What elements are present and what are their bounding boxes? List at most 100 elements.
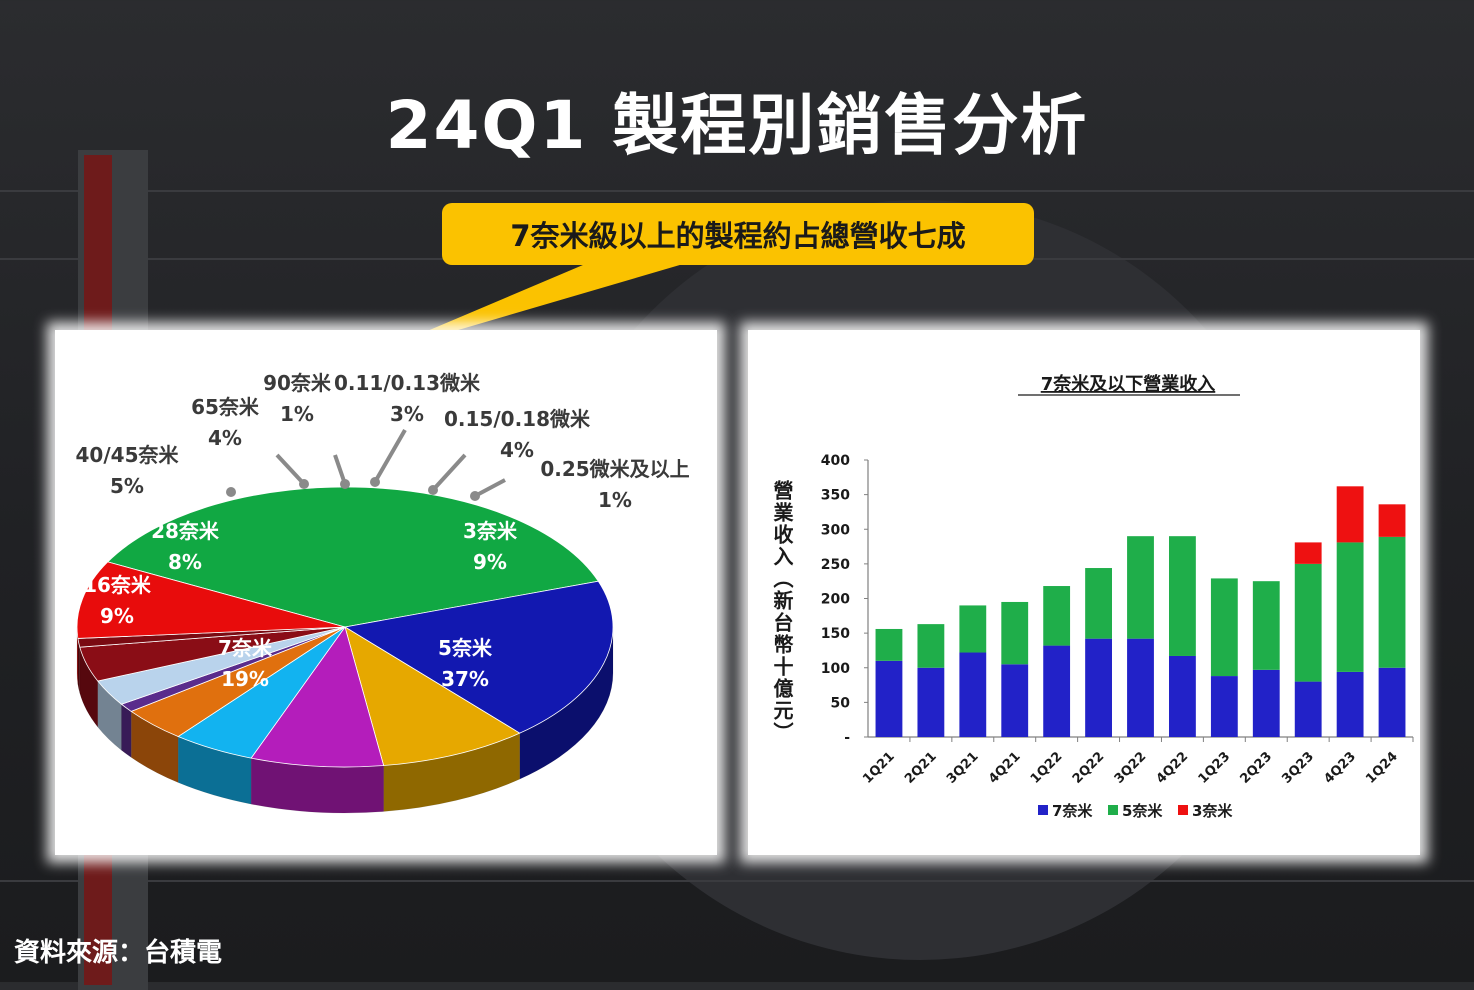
bar-5奈米-2Q21 [917,624,945,668]
bar-5奈米-1Q22 [1043,586,1071,646]
pie-label-7奈米: 7奈米 [218,636,273,660]
pie-percent-16奈米: 9% [100,604,134,628]
bar-5奈米-3Q21 [959,605,987,653]
bar-x-tick-label: 1Q22 [1028,749,1066,787]
background-stripe [0,190,1474,192]
bar-3奈米-3Q23 [1294,542,1322,564]
bar-7奈米-3Q21 [959,652,987,737]
pie-leader-0.25微米及以上 [474,478,506,498]
source-note: 資料來源：台積電 [14,938,223,968]
bar-5奈米-1Q23 [1210,578,1238,677]
bar-5奈米-4Q23 [1336,542,1364,672]
legend-label-7奈米: 7奈米 [1052,802,1093,820]
bar-y-tick-label: 250 [821,557,850,573]
bar-3奈米-1Q24 [1378,504,1406,537]
bar-7奈米-1Q21 [875,660,903,737]
pie-label-40/45奈米: 40/45奈米 [76,443,180,467]
bar-5奈米-4Q22 [1169,536,1196,656]
bar-chart-ylabel: 營業收入（新台幣十億元） [770,479,794,744]
pie-leader-dot-90奈米 [340,479,350,489]
bar-x-tick-label: 1Q21 [860,749,898,787]
bar-7奈米-2Q22 [1085,638,1112,737]
page-title: 24Q1 製程別銷售分析 [385,87,1089,164]
pie-percent-0.15/0.18微米: 4% [500,438,534,462]
background-stripe [0,880,1474,882]
bar-5奈米-4Q21 [1001,601,1029,665]
pie-label-16奈米: 16奈米 [83,573,152,597]
pie-leader-dot-40/45奈米 [226,487,236,497]
bar-x-tick-label: 2Q21 [902,749,940,787]
legend-label-5奈米: 5奈米 [1122,802,1163,820]
pie-leader-dot-0.15/0.18微米 [428,485,438,495]
pie-leader-90奈米 [333,454,347,485]
bar-x-tick-label: 1Q23 [1196,749,1234,787]
bar-y-tick-label: - [844,730,850,746]
bar-x-tick-label: 4Q21 [986,749,1024,787]
pie-label-3奈米: 3奈米 [463,519,518,543]
bar-x-tick-label: 2Q22 [1070,749,1108,787]
bar-5奈米-2Q23 [1252,581,1280,670]
process-pie-chart: 5奈米 37% 7奈米 19% 16奈米 9% 28奈米 8% 40/45奈米 5% 65奈米 4% 9… [76,371,690,814]
pie-percent-5奈米: 37% [441,667,489,691]
bar-7奈米-3Q23 [1294,681,1322,737]
bar-y-tick-label: 100 [821,661,850,677]
bar-7奈米-4Q23 [1336,671,1364,737]
callout-box: 7奈米級以上的製程約占總營收七成 [442,203,1034,265]
bar-x-tick-label: 3Q22 [1112,749,1150,787]
bar-y-tick-label: 50 [831,695,851,711]
pie-leader-dot-0.25微米及以上 [470,491,480,501]
pie-leader-dot-0.11/0.13微米 [370,477,380,487]
pie-percent-0.11/0.13微米: 3% [390,402,424,426]
bar-7奈米-4Q21 [1001,664,1029,737]
bar-y-tick-label: 400 [821,453,850,469]
pie-leader-0.11/0.13微米 [373,429,407,483]
pie-label-0.11/0.13微米: 0.11/0.13微米 [334,371,481,395]
pie-leader-dot-65奈米 [299,479,309,489]
bar-x-tick-label: 4Q23 [1321,749,1359,787]
bar-y-tick-label: 300 [821,522,850,538]
bar-5奈米-1Q24 [1378,536,1406,668]
pie-percent-90奈米: 1% [280,402,314,426]
pie-leader-65奈米 [275,453,306,486]
bar-x-tick-label: 3Q21 [944,749,982,787]
bar-5奈米-3Q22 [1127,536,1154,639]
bar-5奈米-1Q21 [875,628,903,661]
bar-x-tick-label: 4Q22 [1154,749,1192,787]
pie-label-28奈米: 28奈米 [151,519,220,543]
bar-7奈米-3Q22 [1127,638,1154,737]
pie-percent-0.25微米及以上: 1% [598,488,632,512]
bar-3奈米-4Q23 [1336,486,1364,543]
pie-percent-7奈米: 19% [221,667,269,691]
pie-percent-65奈米: 4% [208,426,242,450]
bar-y-tick-label: 200 [821,592,850,608]
legend-label-3奈米: 3奈米 [1192,802,1233,820]
legend-swatch-7奈米 [1038,805,1048,815]
pie-percent-40/45奈米: 5% [110,474,144,498]
bar-x-tick-label: 2Q23 [1237,749,1275,787]
pie-side-90奈米 [121,703,132,758]
pie-slice-5奈米 [106,486,599,628]
bar-7奈米-1Q22 [1043,645,1071,737]
pie-label-65奈米: 65奈米 [191,395,260,419]
pie-label-90奈米: 90奈米 [263,371,332,395]
pie-percent-3奈米: 9% [473,550,507,574]
bar-7奈米-4Q22 [1169,655,1196,737]
bar-x-tick-label: 3Q23 [1279,749,1317,787]
bar-7奈米-1Q23 [1210,676,1238,737]
pie-slice-16奈米 [344,626,521,766]
bar-x-tick-label: 1Q24 [1363,749,1401,787]
pie-label-0.15/0.18微米: 0.15/0.18微米 [444,407,591,431]
bar-5奈米-3Q23 [1294,563,1322,682]
pie-percent-28奈米: 8% [168,550,202,574]
pie-chart-panel: 5奈米 37% 7奈米 19% 16奈米 9% 28奈米 8% 40/45奈米 5% 65奈米 4% 9… [55,330,717,855]
legend-swatch-3奈米 [1178,805,1188,815]
bar-chart-title: 7奈米及以下營業收入 [1041,373,1216,395]
bar-y-tick-label: 350 [821,488,850,504]
bar-7奈米-1Q24 [1378,667,1406,737]
pie-label-0.25微米及以上: 0.25微米及以上 [540,457,689,481]
bar-7奈米-2Q23 [1252,669,1280,737]
pie-slice-7奈米 [343,580,614,734]
bar-5奈米-2Q22 [1085,568,1112,639]
pie-slice-3奈米 [76,561,346,639]
